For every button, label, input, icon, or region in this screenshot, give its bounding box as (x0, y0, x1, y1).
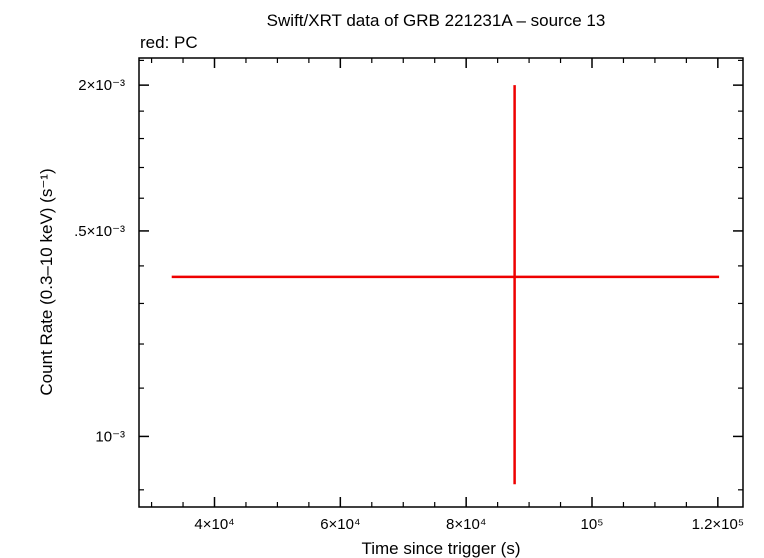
x-tick-label: 6×10⁴ (320, 516, 360, 533)
plot-frame (138, 57, 744, 508)
x-axis-ticks (150, 58, 719, 507)
x-tick-label: 8×10⁴ (446, 516, 486, 533)
x-axis-tick-labels: 4×10⁴ 6×10⁴ 8×10⁴ 10⁵ 1.2×10⁵ (194, 516, 744, 533)
x-tick-label: 4×10⁴ (194, 516, 234, 533)
y-tick-label: 10⁻³ (95, 428, 125, 445)
y-axis-tick-labels: 10⁻³ .5×10⁻³ 2×10⁻³ (74, 77, 125, 445)
y-axis-label: Count Rate (0.3–10 keV) (s⁻¹) (37, 168, 56, 395)
chart-title: Swift/XRT data of GRB 221231A – source 1… (267, 11, 606, 30)
chart-subtitle: red: PC (140, 33, 198, 52)
x-tick-label: 10⁵ (581, 516, 604, 533)
y-tick-label: 2×10⁻³ (78, 77, 125, 94)
y-axis-ticks (139, 59, 743, 491)
y-tick-label: .5×10⁻³ (74, 223, 125, 240)
data-series (171, 85, 720, 485)
x-axis-label: Time since trigger (s) (361, 539, 520, 558)
x-tick-label: 1.2×10⁵ (692, 516, 745, 533)
